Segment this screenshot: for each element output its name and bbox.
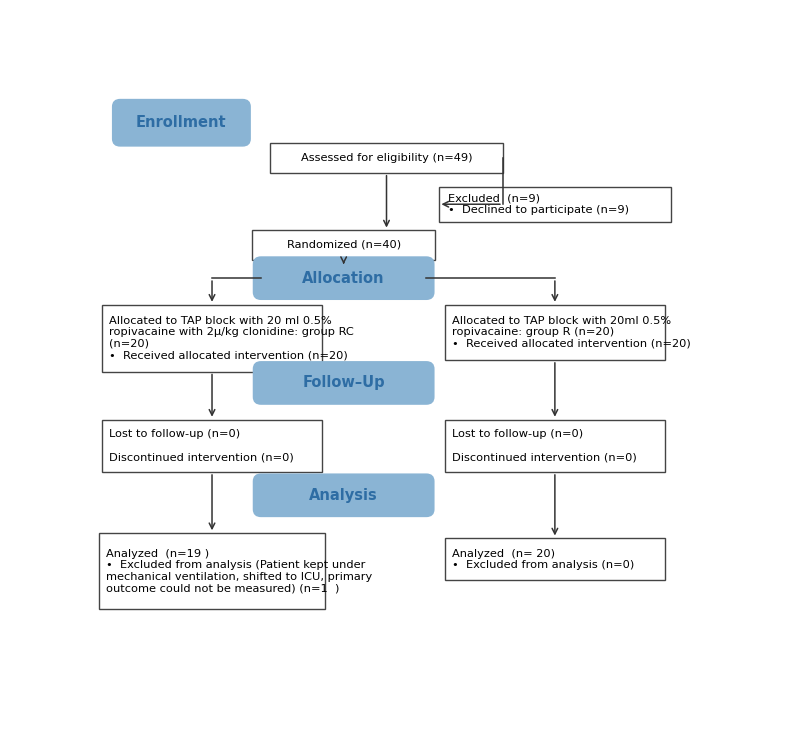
Text: Excluded  (n=9)
•  Declined to participate (n=9): Excluded (n=9) • Declined to participate…: [448, 194, 629, 215]
FancyBboxPatch shape: [438, 187, 672, 222]
Text: Randomized (n=40): Randomized (n=40): [287, 240, 401, 250]
Text: Lost to follow-up (n=0)

Discontinued intervention (n=0): Lost to follow-up (n=0) Discontinued int…: [452, 429, 637, 463]
Text: Allocation: Allocation: [303, 271, 385, 286]
FancyBboxPatch shape: [254, 257, 434, 299]
FancyBboxPatch shape: [445, 420, 665, 472]
Text: Enrollment: Enrollment: [136, 115, 227, 130]
FancyBboxPatch shape: [99, 533, 325, 609]
Text: Allocated to TAP block with 20ml 0.5%
ropivacaine: group R (n=20)
•  Received al: Allocated to TAP block with 20ml 0.5% ro…: [452, 316, 690, 349]
FancyBboxPatch shape: [252, 231, 435, 259]
Text: Follow–Up: Follow–Up: [303, 376, 385, 390]
Text: Analyzed  (n= 20)
•  Excluded from analysis (n=0): Analyzed (n= 20) • Excluded from analysi…: [452, 549, 634, 570]
Text: Allocated to TAP block with 20 ml 0.5%
ropivacaine with 2μ/kg clonidine: group R: Allocated to TAP block with 20 ml 0.5% r…: [109, 316, 354, 361]
Text: Analyzed  (n=19 )
•  Excluded from analysis (Patient kept under
mechanical venti: Analyzed (n=19 ) • Excluded from analysi…: [106, 549, 372, 593]
FancyBboxPatch shape: [445, 305, 665, 360]
Text: Lost to follow-up (n=0)

Discontinued intervention (n=0): Lost to follow-up (n=0) Discontinued int…: [109, 429, 294, 463]
Text: Analysis: Analysis: [309, 488, 378, 503]
Text: Assessed for eligibility (n=49): Assessed for eligibility (n=49): [301, 153, 472, 163]
FancyBboxPatch shape: [270, 143, 502, 173]
FancyBboxPatch shape: [445, 538, 665, 581]
FancyBboxPatch shape: [113, 100, 250, 146]
FancyBboxPatch shape: [254, 474, 434, 516]
FancyBboxPatch shape: [102, 305, 322, 372]
FancyBboxPatch shape: [102, 420, 322, 472]
FancyBboxPatch shape: [254, 362, 434, 404]
